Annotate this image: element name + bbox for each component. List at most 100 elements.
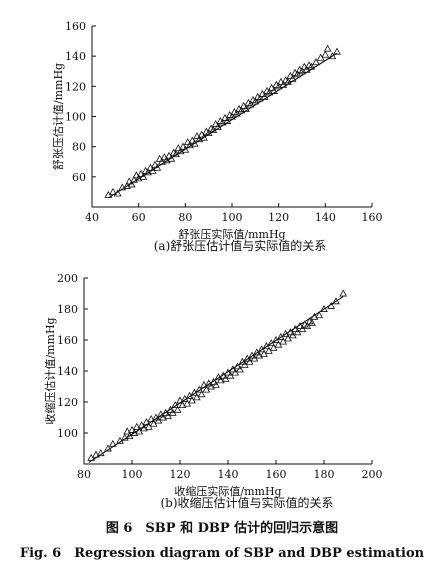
panel-b-data-point: [140, 424, 148, 432]
panel-a-x-tick-label: 80: [178, 211, 192, 224]
panel-a-data-point: [158, 157, 166, 165]
panel-a-y-tick-label: 100: [65, 111, 86, 124]
panel-a-data-point: [123, 181, 131, 189]
panel-a-data-point: [174, 144, 183, 152]
panel-a-data-point: [132, 171, 141, 179]
panel-a-y-axis-label: 舒张压估计值/mmHg: [51, 63, 65, 170]
panel-b-scatter-chart: 80 100 120 140 160 180 200 100 120 140 160 180 200 收缩…: [43, 272, 383, 498]
panel-a-data-point: [328, 52, 337, 60]
panel-a-data-point: [200, 133, 208, 141]
panel-b-data-point: [315, 311, 324, 319]
panel-b-y-tick-label: 100: [57, 427, 78, 440]
panel-b-data-point: [281, 329, 290, 337]
panel-b-data-point: [178, 401, 187, 409]
panel-b-data-point: [327, 301, 336, 309]
panel-a-x-axis-label: 舒张压实际值/mmHg: [178, 227, 285, 241]
panel-b-data-point: [104, 444, 112, 452]
panel-b-data-point: [197, 390, 206, 398]
panel-b-data-point: [195, 385, 204, 393]
panel-a-data-point: [256, 94, 264, 102]
panel-b-data-point: [176, 396, 184, 404]
panel-b-y-tick-label: 120: [57, 396, 78, 409]
panel-a-data-point: [300, 62, 309, 70]
panel-a-data-point: [188, 136, 197, 144]
panel-b-data-point: [320, 304, 328, 312]
panel-a-data-point: [223, 117, 232, 124]
panel-b-data-point: [296, 322, 304, 330]
panel-b-data-point: [308, 318, 316, 326]
figure-caption-cn: 图 6 SBP 和 DBP 估计的回归示意图: [106, 520, 338, 536]
panel-a-y-tick-label: 140: [65, 50, 86, 63]
panel-a-data-point: [155, 154, 164, 162]
panel-b-data-point: [132, 422, 141, 430]
panel-a-data-point: [333, 47, 341, 55]
panel-a-data-point: [265, 88, 274, 96]
panel-b-data-point: [96, 449, 105, 457]
panel-a-data-point: [118, 183, 127, 191]
panel-b-y-axis-label: 收缩压估计值/mmHg: [43, 317, 57, 424]
panel-b-y-tick-label: 160: [57, 334, 78, 347]
panel-a-data-point: [151, 160, 159, 168]
panel-a-data-point: [288, 74, 297, 82]
panel-b-x-tick-label: 180: [314, 468, 335, 481]
panel-a-x-tick-label: 120: [268, 211, 289, 224]
panel-b-data-point: [214, 373, 223, 381]
panel-a-data-point: [134, 174, 143, 182]
panel-b-data-point: [255, 351, 264, 359]
panel-b-y-tick-label: 180: [57, 303, 78, 316]
panel-b-data-point: [173, 405, 182, 413]
panel-a-x-tick-label: 160: [362, 211, 383, 224]
panel-a-data-point: [176, 147, 185, 155]
panel-a-data-point: [312, 58, 320, 66]
panel-a-data-point: [162, 156, 171, 164]
panel-b-data-point: [120, 433, 129, 441]
panel-a-y-tick-label: 160: [65, 20, 86, 33]
panel-a-data-point: [179, 142, 187, 150]
panel-b-data-point: [92, 450, 100, 458]
panel-a-data-point: [109, 187, 117, 195]
panel-b-data-point: [108, 439, 117, 447]
panel-a-data-point: [193, 132, 201, 140]
panel-a-y-tick-label: 120: [65, 80, 86, 93]
panel-a-data-point: [130, 175, 138, 183]
panel-b-data-point: [339, 289, 348, 297]
panel-b-caption: (b)收缩压估计值与实际值的关系: [160, 495, 333, 510]
panel-a-x-tick-label: 140: [315, 211, 336, 224]
panel-a-y-tick-label: 80: [72, 141, 86, 154]
panel-b-x-tick-label: 80: [77, 468, 91, 481]
panel-b-data-point: [207, 382, 216, 390]
panel-a-x-tick-label: 40: [85, 211, 99, 224]
panel-b-data-point: [130, 428, 139, 436]
panel-a-regression-line: [108, 52, 338, 199]
panel-b-data-point: [200, 380, 208, 388]
panel-a-data-point: [195, 135, 204, 143]
panel-a-data-point: [242, 104, 250, 112]
panel-a-data-point: [274, 82, 283, 90]
panel-a-data-point: [277, 77, 285, 85]
panel-a-x-tick-label: 60: [132, 211, 146, 224]
panel-b-x-tick-label: 100: [122, 468, 143, 481]
panel-a-data-point: [144, 168, 152, 176]
panel-b-x-tick-label: 160: [266, 468, 287, 481]
panel-a-data-point: [237, 106, 246, 114]
panel-b-data-point: [123, 427, 132, 435]
panel-a-data-point: [186, 141, 194, 149]
panel-a-data-point: [270, 86, 278, 94]
panel-a-x-tick-label: 100: [222, 211, 243, 224]
panel-b-data-point: [209, 377, 218, 385]
panel-b-x-tick-label: 120: [170, 468, 191, 481]
panel-a-data-point: [113, 189, 122, 197]
panel-a-data-point: [181, 145, 190, 153]
panel-a-scatter-chart: 40 60 80 100 120 140 160 60 80 100 120 140 160 舒张压实际值…: [51, 20, 383, 241]
panel-b-data-point: [216, 376, 225, 384]
panel-a-data-point: [153, 163, 162, 171]
panel-a-data-point: [260, 92, 269, 100]
panel-b-x-tick-label: 140: [218, 468, 239, 481]
panel-a-data-point: [160, 153, 169, 161]
panel-a-data-point: [307, 62, 316, 70]
panel-a-y-tick-label: 60: [72, 171, 86, 184]
panel-b-x-axis-label: 收缩压实际值/mmHg: [174, 484, 281, 498]
panel-b-data-point: [310, 312, 319, 320]
panel-b-y-tick-label: 140: [57, 365, 78, 378]
